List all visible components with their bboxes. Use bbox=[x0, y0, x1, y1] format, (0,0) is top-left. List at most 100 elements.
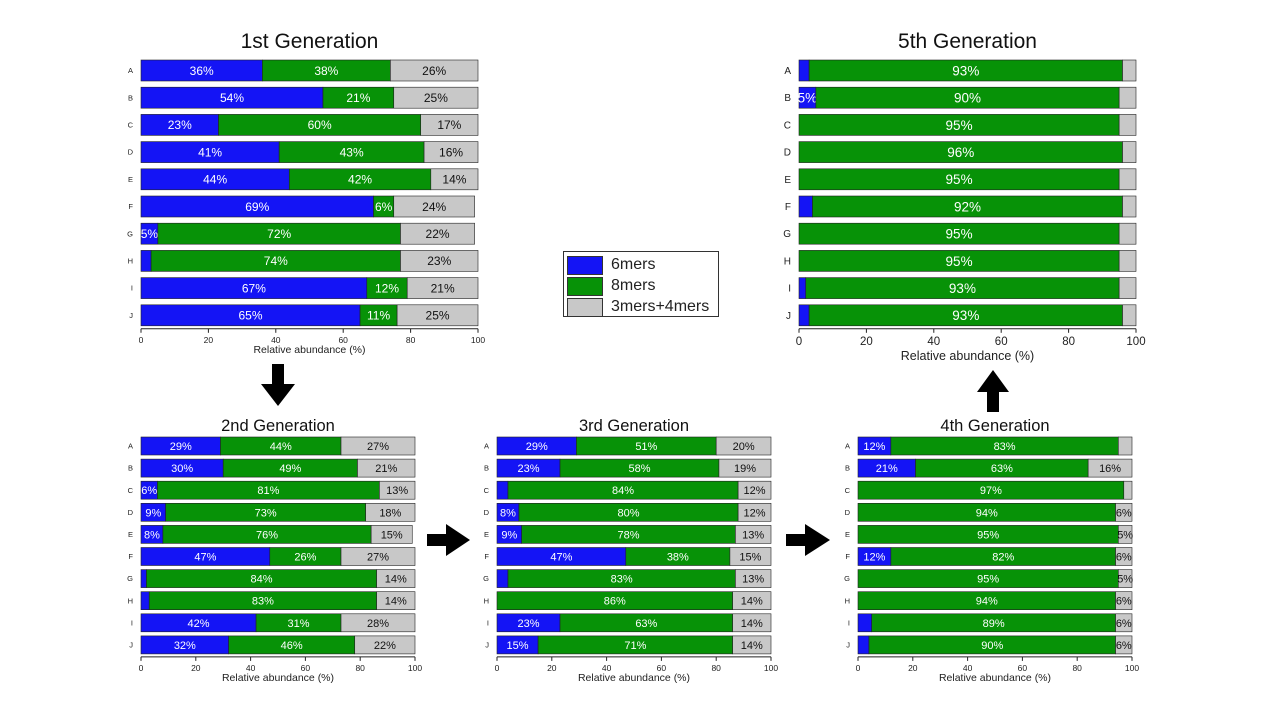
4th-generation-row-label-b: B bbox=[845, 464, 850, 473]
legend-label-6mers: 6mers bbox=[611, 256, 656, 273]
3rd-generation-row-label-f: F bbox=[484, 552, 489, 561]
4th-generation-data-label-j-8mers: 90% bbox=[981, 640, 1003, 652]
3rd-generation-data-label-g-8mers: 83% bbox=[611, 574, 633, 586]
1st-generation-data-label-h-3mers-4mers: 23% bbox=[427, 254, 451, 268]
1st-generation-data-label-f-8mers: 6% bbox=[375, 200, 393, 214]
2nd-generation-row-label-j: J bbox=[129, 641, 133, 650]
4th-generation-row-label-a: A bbox=[845, 442, 850, 451]
5th-generation-data-label-h-8mers: 95% bbox=[946, 254, 973, 269]
5th-generation-x-tick-label-100: 100 bbox=[1126, 336, 1145, 348]
legend-swatch-3mers-4mers bbox=[567, 297, 603, 317]
4th-generation-data-label-i-8mers: 89% bbox=[983, 618, 1005, 630]
3rd-generation-row-label-e: E bbox=[484, 530, 489, 539]
legend-label-8mers: 8mers bbox=[611, 277, 656, 294]
1st-generation-data-label-i-3mers-4mers: 21% bbox=[431, 281, 455, 295]
5th-generation-bar-f-3mers-4mers bbox=[1122, 195, 1137, 218]
3rd-generation-data-label-e-3mers-4mers: 13% bbox=[742, 529, 764, 541]
2nd-generation-x-axis-label: Relative abundance (%) bbox=[222, 672, 334, 684]
1st-generation-data-label-f-3mers-4mers: 24% bbox=[422, 200, 446, 214]
legend: 6mers 8mers 3mers+4mers bbox=[563, 251, 719, 317]
4th-generation-data-label-e-3mers-4mers: 5% bbox=[1117, 529, 1133, 541]
1st-generation-data-label-e-3mers-4mers: 14% bbox=[442, 173, 466, 187]
5th-generation-data-label-b-6mers: 5% bbox=[798, 91, 818, 106]
2nd-generation-row-label-b: B bbox=[128, 464, 133, 473]
1st-generation-data-label-a-6mers: 36% bbox=[190, 64, 214, 78]
1st-generation-data-label-c-6mers: 23% bbox=[168, 118, 192, 132]
2nd-generation-bar-g-6mers bbox=[140, 569, 147, 588]
3rd-generation-data-label-c-3mers-4mers: 12% bbox=[744, 485, 766, 497]
2nd-generation-title: 2nd Generation bbox=[221, 417, 335, 435]
4th-generation-bar-f-3mers-4mers bbox=[1115, 547, 1133, 566]
5th-generation-bar-c-3mers-4mers bbox=[1118, 114, 1137, 136]
2nd-generation-data-label-a-6mers: 29% bbox=[170, 441, 192, 453]
1st-generation-bar-e-3mers-4mers bbox=[430, 168, 479, 191]
1st-generation-x-tick-label-40: 40 bbox=[271, 335, 281, 345]
3rd-generation-bar-g-3mers-4mers bbox=[735, 569, 772, 588]
1st-generation-bar-b-3mers-4mers bbox=[393, 86, 479, 109]
2nd-generation-row-label-i: I bbox=[131, 618, 133, 627]
3rd-generation-data-label-a-3mers-4mers: 20% bbox=[733, 441, 755, 453]
3rd-generation-x-axis-label: Relative abundance (%) bbox=[578, 672, 690, 684]
4th-generation-data-label-b-6mers: 21% bbox=[876, 463, 898, 475]
3rd-generation-row-label-j: J bbox=[485, 641, 489, 650]
1st-generation-data-label-d-3mers-4mers: 16% bbox=[439, 145, 463, 159]
3rd-generation-bar-c-6mers bbox=[496, 480, 509, 500]
2nd-generation-row-label-f: F bbox=[128, 552, 133, 561]
2nd-generation-data-label-b-3mers-4mers: 21% bbox=[375, 463, 397, 475]
5th-generation-bar-j-6mers bbox=[798, 304, 810, 327]
1st-generation-data-label-g-3mers-4mers: 22% bbox=[426, 227, 450, 241]
1st-generation-bar-h-3mers-4mers bbox=[400, 250, 479, 272]
4th-generation-bar-e-3mers-4mers bbox=[1118, 525, 1133, 544]
5th-generation-x-tick-label-60: 60 bbox=[995, 336, 1008, 348]
3rd-generation-x-tick-label-80: 80 bbox=[711, 663, 721, 673]
3rd-generation-row-label-c: C bbox=[484, 486, 490, 495]
3rd-generation-x-tick-label-0: 0 bbox=[495, 663, 500, 673]
2nd-generation-data-label-c-6mers: 6% bbox=[141, 485, 157, 497]
4th-generation-x-tick-label-80: 80 bbox=[1072, 663, 1082, 673]
1st-generation-data-label-g-6mers: 5% bbox=[141, 227, 159, 241]
1st-generation-bar-g-3mers-4mers bbox=[400, 222, 475, 245]
3rd-generation-data-label-i-6mers: 23% bbox=[517, 618, 539, 630]
5th-generation-x-axis-label: Relative abundance (%) bbox=[901, 349, 1034, 363]
4th-generation-data-label-a-8mers: 83% bbox=[994, 441, 1016, 453]
1st-generation-data-label-j-3mers-4mers: 25% bbox=[426, 309, 450, 323]
5th-generation-bar-b-3mers-4mers bbox=[1118, 86, 1137, 109]
2nd-generation-data-label-b-8mers: 49% bbox=[279, 463, 301, 475]
3rd-generation-data-label-i-3mers-4mers: 14% bbox=[741, 618, 763, 630]
3rd-generation-data-label-d-8mers: 80% bbox=[618, 507, 640, 519]
3rd-generation-data-label-e-6mers: 9% bbox=[501, 529, 517, 541]
5th-generation-x-tick-label-20: 20 bbox=[860, 336, 873, 348]
1st-generation-bar-f-3mers-4mers bbox=[393, 195, 475, 218]
legend-label-3mers-4mers: 3mers+4mers bbox=[611, 298, 710, 315]
1st-generation-row-label-b: B bbox=[128, 93, 133, 102]
legend-item-6mers: 6mers bbox=[567, 255, 655, 275]
2nd-generation-row-label-d: D bbox=[128, 508, 134, 517]
4th-generation-bar-j-6mers bbox=[857, 635, 870, 655]
4th-generation-x-axis-label: Relative abundance (%) bbox=[939, 672, 1051, 684]
2nd-generation-bar-g-3mers-4mers bbox=[376, 569, 416, 588]
4th-generation-data-label-d-8mers: 94% bbox=[976, 507, 998, 519]
legend-item-8mers: 8mers bbox=[567, 276, 655, 296]
5th-generation-row-label-a: A bbox=[784, 66, 791, 77]
1st-generation-bar-a-3mers-4mers bbox=[390, 59, 479, 82]
1st-generation-data-label-a-3mers-4mers: 26% bbox=[422, 64, 446, 78]
1st-generation-row-label-e: E bbox=[128, 175, 133, 184]
4th-generation-data-label-j-3mers-4mers: 6% bbox=[1116, 640, 1132, 652]
3rd-generation-row-label-i: I bbox=[487, 618, 489, 627]
1st-generation-row-label-g: G bbox=[127, 229, 133, 238]
1st-generation-data-label-e-6mers: 44% bbox=[203, 173, 227, 187]
4th-generation-data-label-d-3mers-4mers: 6% bbox=[1116, 507, 1132, 519]
5th-generation-bar-a-3mers-4mers bbox=[1122, 59, 1137, 82]
2nd-generation-data-label-i-3mers-4mers: 28% bbox=[367, 618, 389, 630]
4th-generation-data-label-f-6mers: 12% bbox=[863, 551, 885, 563]
arrow-gen1-to-gen2 bbox=[261, 364, 295, 406]
2nd-generation-data-label-i-6mers: 42% bbox=[188, 618, 210, 630]
3rd-generation-data-label-j-3mers-4mers: 14% bbox=[741, 640, 763, 652]
4th-generation-x-tick-label-0: 0 bbox=[856, 663, 861, 673]
2nd-generation-data-label-j-3mers-4mers: 22% bbox=[374, 640, 396, 652]
3rd-generation-data-label-c-8mers: 84% bbox=[612, 485, 634, 497]
3rd-generation-row-label-a: A bbox=[484, 442, 489, 451]
2nd-generation-data-label-e-6mers: 8% bbox=[144, 529, 160, 541]
2nd-generation-x-tick-label-80: 80 bbox=[355, 663, 365, 673]
2nd-generation-row-label-e: E bbox=[128, 530, 133, 539]
